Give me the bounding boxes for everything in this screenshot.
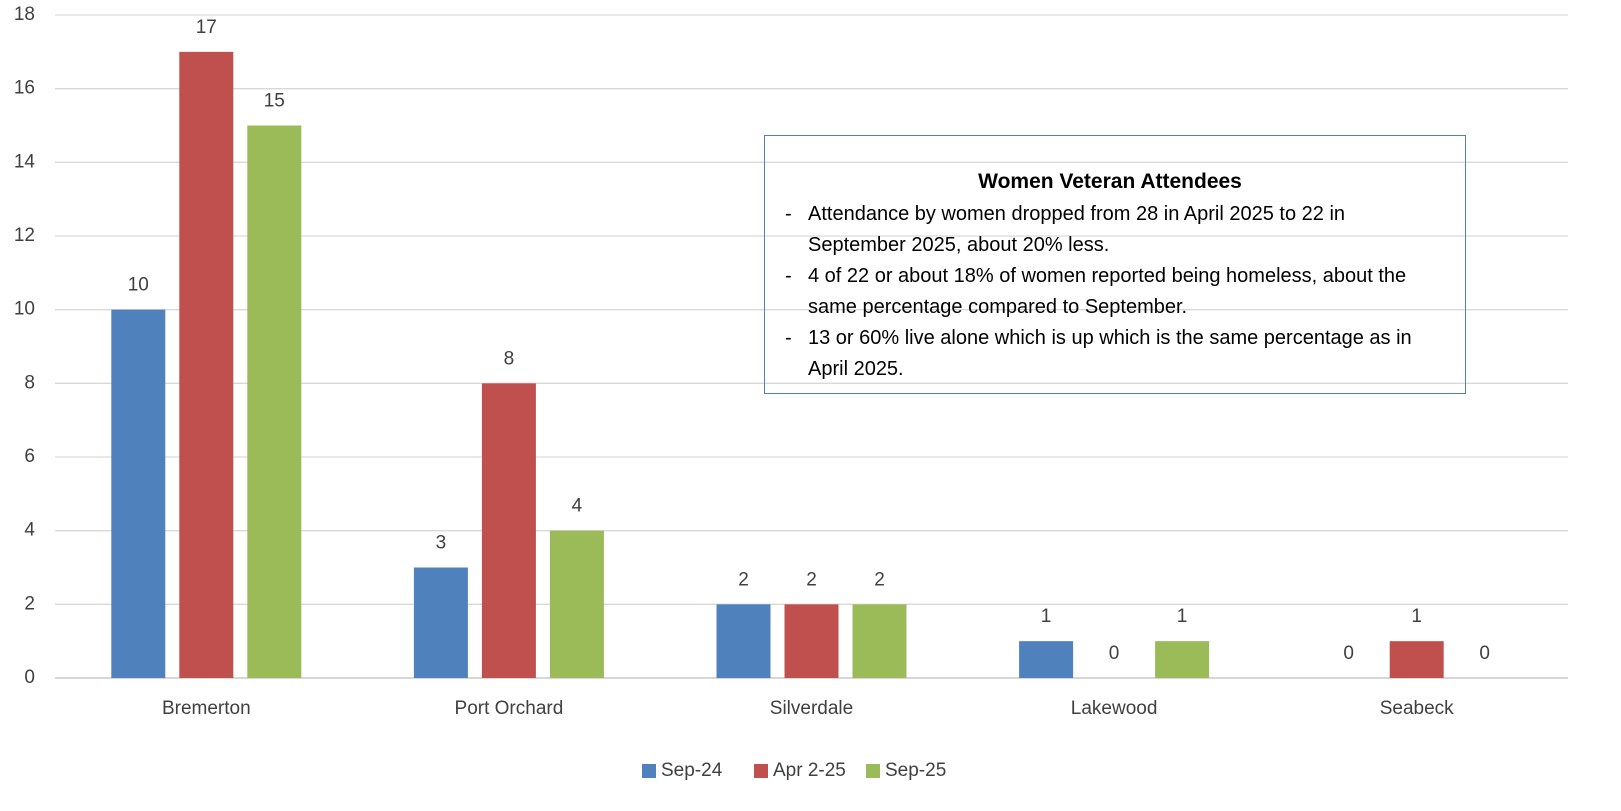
y-tick-label: 2 [24,593,35,614]
bar [1019,641,1074,678]
data-label: 0 [1343,643,1354,664]
data-label: 4 [572,496,583,517]
data-label: 2 [874,569,885,590]
bar [247,125,302,678]
data-label: 17 [196,17,217,38]
x-tick-label: Seabeck [1380,698,1454,719]
x-tick-label: Port Orchard [455,698,564,719]
annotation-title: Women Veteran Attendees [978,170,1242,193]
annotation-box: Women Veteran Attendees Attendance by wo… [764,135,1466,394]
bar [481,383,536,678]
y-tick-label: 14 [14,151,36,172]
annotation-bullet: 13 or 60% live alone which is up which i… [785,323,1435,385]
legend-swatch [642,764,656,778]
y-tick-label: 10 [14,299,35,320]
y-tick-label: 12 [14,225,35,246]
data-label: 0 [1479,643,1490,664]
annotation-bullet: 4 of 22 or about 18% of women reported b… [785,261,1435,323]
data-label: 0 [1109,643,1120,664]
bar [413,567,468,678]
legend-label: Apr 2-25 [773,760,846,781]
x-tick-label: Lakewood [1071,698,1158,719]
y-tick-label: 8 [24,372,35,393]
bar [111,309,166,678]
data-label: 3 [436,533,447,554]
legend-swatch [754,764,768,778]
bar [549,530,604,678]
y-tick-label: 4 [24,520,35,541]
annotation-list: Attendance by women dropped from 28 in A… [785,199,1435,385]
data-label: 1 [1411,606,1422,627]
bar [784,604,839,678]
bar [852,604,907,678]
legend-label: Sep-24 [661,760,723,781]
data-label: 15 [264,91,285,112]
data-label: 2 [806,569,817,590]
legend-swatch [866,764,880,778]
data-label: 10 [128,275,149,296]
data-label: 1 [1041,606,1052,627]
y-tick-label: 16 [14,78,35,99]
data-label: 2 [738,569,749,590]
x-tick-label: Silverdale [770,698,853,719]
y-tick-label: 0 [24,667,35,688]
y-tick-label: 18 [14,4,35,25]
bar [1389,641,1444,678]
y-tick-label: 6 [24,446,35,467]
bar [716,604,771,678]
legend-label: Sep-25 [885,760,946,781]
bar [1155,641,1210,678]
data-label: 8 [504,348,515,369]
data-label: 1 [1177,606,1188,627]
x-tick-label: Bremerton [162,698,251,719]
annotation-bullet: Attendance by women dropped from 28 in A… [785,199,1435,261]
bar [179,51,234,679]
